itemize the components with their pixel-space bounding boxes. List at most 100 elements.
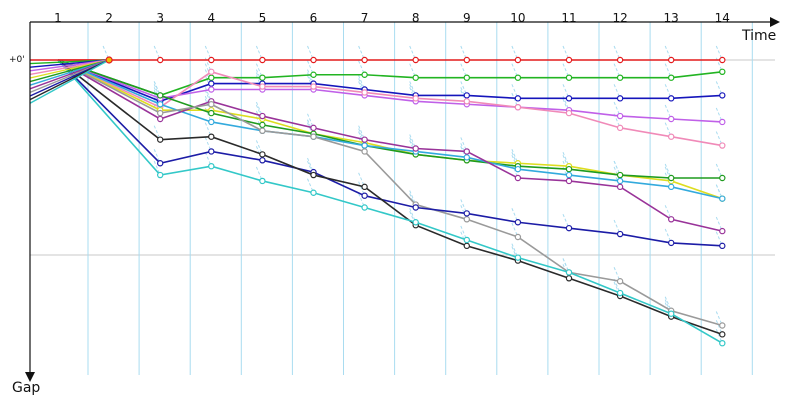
data-point [259, 121, 266, 129]
data-point [565, 95, 573, 102]
data-point [259, 83, 266, 90]
data-point [719, 227, 726, 235]
data-point [668, 174, 675, 182]
data-point [668, 74, 675, 81]
data-point [565, 224, 573, 232]
data-point [208, 101, 215, 108]
data-point [361, 204, 368, 211]
data-point [208, 86, 215, 93]
data-point [719, 174, 726, 182]
data-point [361, 136, 368, 143]
data-point [463, 74, 470, 81]
data-point [361, 89, 368, 96]
data-point [310, 133, 317, 140]
data-point [259, 177, 266, 185]
data-point [259, 74, 266, 81]
data-point [514, 74, 522, 81]
data-point [616, 230, 624, 238]
data-point [156, 92, 164, 99]
lap-label: 3 [156, 11, 164, 25]
data-point [463, 242, 470, 250]
lap-label: 10 [510, 11, 525, 25]
data-point [361, 183, 368, 191]
data-point [616, 112, 624, 120]
data-point [719, 142, 726, 149]
data-point [668, 239, 675, 247]
lap-label: 5 [259, 11, 267, 25]
lap-label: 11 [561, 11, 576, 25]
data-point [361, 142, 368, 149]
data-point [719, 322, 726, 329]
data-point [668, 133, 675, 140]
data-point [208, 118, 215, 126]
data-point [361, 56, 368, 64]
axes [25, 17, 780, 382]
data-point [361, 192, 368, 199]
data-point [310, 56, 317, 64]
data-point [259, 112, 266, 120]
x-axis-title: Time [741, 28, 776, 44]
data-point [719, 68, 726, 76]
data-point [565, 74, 573, 81]
data-point [310, 171, 317, 179]
data-point [668, 216, 675, 223]
data-point [719, 331, 726, 338]
data-point [514, 95, 522, 102]
data-point [412, 204, 419, 211]
data-point [259, 157, 266, 164]
data-point [616, 56, 624, 64]
data-point [463, 210, 470, 217]
data-point [668, 95, 675, 102]
data-point [565, 109, 573, 117]
data-point [719, 242, 726, 250]
data-point [514, 233, 522, 241]
zero-gap-label: +0' [9, 55, 25, 65]
data-point [565, 275, 573, 282]
data-point [668, 56, 675, 64]
data-point [514, 219, 522, 226]
lap-label: 4 [207, 11, 215, 25]
data-point [719, 195, 726, 202]
data-point [719, 56, 726, 64]
data-point [565, 165, 573, 173]
lap-connectors [102, 45, 723, 344]
data-point [156, 109, 164, 117]
data-point [208, 80, 215, 87]
data-point [156, 101, 164, 108]
data-point [156, 115, 164, 123]
lap-label: 8 [412, 11, 420, 25]
data-point [616, 74, 624, 81]
data-point [514, 254, 522, 261]
data-point [156, 56, 164, 64]
data-point [463, 56, 470, 64]
lap-label: 9 [463, 11, 471, 25]
series-line [57, 59, 723, 247]
axis-labels: Time Gap +0' 1 2 3 4 5 6 7 8 9 10 11 12 13 14 [9, 11, 776, 396]
data-point [616, 278, 624, 285]
start-point [105, 56, 113, 64]
data-point [310, 83, 317, 90]
data-point [156, 136, 164, 143]
data-point [514, 165, 522, 173]
data-point [668, 310, 675, 317]
data-point [310, 189, 317, 196]
data-point [514, 56, 522, 64]
data-point [719, 118, 726, 126]
data-point [412, 145, 419, 152]
lap-label: 2 [105, 11, 113, 25]
data-point [156, 171, 164, 179]
data-point [361, 71, 368, 78]
series-lines [29, 56, 726, 347]
lap-label: 13 [664, 11, 679, 25]
data-point [259, 151, 266, 158]
x-axis-arrow-icon [770, 17, 780, 27]
data-point [412, 219, 419, 226]
lap-label: 14 [715, 11, 730, 25]
data-point [668, 115, 675, 123]
data-point [259, 127, 266, 134]
data-point [463, 216, 470, 223]
data-point [463, 98, 470, 105]
data-point [412, 56, 419, 64]
lap-label: 7 [361, 11, 369, 25]
data-point [514, 103, 522, 111]
